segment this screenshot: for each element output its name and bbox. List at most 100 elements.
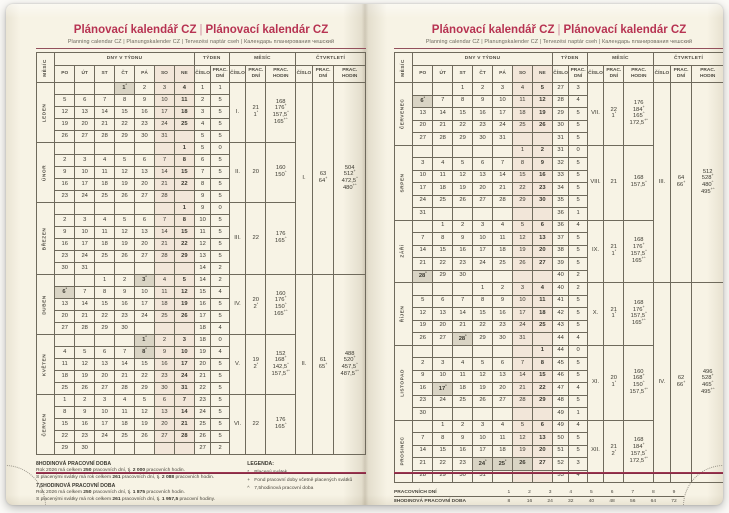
column-header: ČÍSLO (193, 65, 212, 84)
week-number-cell: 52 (551, 457, 570, 471)
day-cell: 26 (472, 394, 494, 409)
day-cell: 26 (511, 257, 533, 271)
day-cell (94, 262, 116, 276)
day-cell: 7 (94, 94, 116, 108)
day-cell: 27 (74, 130, 96, 144)
week-number-cell: 3 (193, 106, 212, 120)
left-footer: 8HODINOVÁ PRACOVNÍ DOBA Rok 2026 má celke… (36, 459, 366, 503)
day-cell: 4 (492, 419, 513, 434)
day-cell: 17 (412, 182, 434, 196)
page-header: Plánovací kalendář CZ | Plánovací kalendár… (394, 24, 723, 50)
day-cell: 4 (531, 282, 553, 296)
day-cell: 4 (94, 214, 116, 228)
day-cell (114, 334, 136, 348)
day-cell: 4 (54, 346, 76, 360)
week-workdays-cell: 5 (568, 244, 588, 259)
week-number-cell: 35 (551, 194, 570, 209)
week-number-cell: 14 (193, 262, 212, 276)
day-cell: 6 (531, 419, 553, 434)
day-cell (412, 282, 434, 296)
day-cell: 8 (511, 157, 533, 171)
day-cell: 8 (472, 294, 494, 309)
week-number-cell: 5 (193, 130, 212, 144)
month-workdays-cell: 20 1* (603, 344, 625, 421)
month-workhours-cell: 168 176+ 157,5^ 165+^ (265, 82, 297, 144)
week-workdays-cell: 4 (568, 332, 588, 346)
workdays-value: 16 (526, 498, 533, 504)
week-number-cell: 24 (193, 406, 212, 420)
week-number-cell: 20 (193, 358, 212, 372)
week-workdays-cell: 4 (210, 322, 230, 336)
day-cell: 22 (432, 257, 454, 271)
week-row: ZÁŘÍ 1 2 3 4 5 6 36 4 IX. 21 1* 168 176+ 157,5^ 165+^ (393, 219, 724, 284)
month-number-cell: X. (586, 282, 605, 346)
day-cell: 24* (472, 457, 494, 471)
day-cell: 7 (153, 214, 175, 228)
day-cell (531, 132, 553, 146)
day-cell: 1 (173, 142, 195, 156)
day-cell: 19 (412, 319, 434, 334)
day-cell: 1 (511, 144, 533, 159)
day-cell: 19 (114, 178, 136, 192)
week-number-cell: 49 (551, 407, 570, 421)
day-cell: 13 (492, 369, 513, 384)
day-cell: 23 (531, 182, 553, 196)
day-cell: 23 (452, 257, 474, 271)
day-cell: 25* (492, 457, 513, 471)
day-cell: 29 (54, 442, 76, 456)
week-workdays-cell: 4 (210, 286, 230, 300)
workdays-value: 40 (588, 498, 595, 504)
week-number-cell: 5 (193, 142, 212, 156)
day-cell: 14 (452, 307, 474, 321)
day-cell: 22 (511, 182, 533, 196)
week-number-cell: 31 (551, 132, 570, 146)
day-cell: 15 (511, 169, 533, 184)
day-cell: 5 (452, 157, 474, 171)
day-column-header: SO (153, 65, 175, 84)
day-cell: 11 (531, 294, 553, 309)
week-row: 10 11 12 13 14 15 16 33 5 (395, 169, 724, 184)
day-cell: 27 (153, 430, 175, 444)
day-cell (94, 202, 116, 216)
week-workdays-cell: 2 (210, 442, 230, 456)
week-row: 27 28 29 30 31 31 5 (395, 132, 724, 146)
column-header: PRAC. HODIN (691, 65, 723, 84)
column-group-header: DNY V TÝDNU (412, 52, 553, 67)
day-cell (54, 202, 76, 216)
day-cell: 28* (412, 269, 434, 284)
day-cell: 26 (531, 119, 553, 134)
day-cell (153, 322, 175, 336)
week-workdays-cell: 5 (210, 298, 230, 312)
day-cell: 24 (472, 257, 494, 271)
day-cell: 26 (134, 430, 155, 444)
week-workdays-cell: 5 (210, 226, 230, 240)
day-cell: 10 (492, 94, 513, 109)
day-cell: 11 (114, 406, 136, 420)
day-cell: 2 (531, 144, 553, 159)
column-header: PRAC. DNÍ (669, 65, 693, 84)
month-workdays-cell: 21 1* (603, 219, 625, 284)
week-workdays-cell: 0 (210, 202, 230, 216)
week-row: 21 22 23 24 25 26 27 39 5 (395, 257, 724, 271)
week-row: 12 13 14 15 16 17 18 42 5 (395, 307, 724, 321)
day-cell: 24 (74, 250, 96, 264)
week-number-cell: 26 (193, 430, 212, 444)
month-workhours-cell: 176 165^ (265, 202, 297, 276)
day-cell: 8* (134, 346, 155, 360)
day-cell: 14 (74, 298, 96, 312)
quarter-number-cell: I. (295, 82, 313, 276)
quarter-workhours-cell: 488 520+ 457,5^ 487,5+^ (333, 274, 366, 456)
day-cell (412, 219, 434, 234)
week-number-cell: 36 (551, 207, 570, 221)
week-row: 16 17* 18 19 20 21 22 47 4 (395, 382, 724, 396)
day-cell (94, 142, 116, 156)
day-cell: 6 (432, 294, 454, 309)
column-header: PRAC. DNÍ (210, 65, 230, 84)
day-cell: 30 (74, 442, 96, 456)
week-row: 8 9 10 11 12 13 14 24 5 (37, 406, 366, 420)
day-cell: 25 (432, 194, 454, 209)
day-cell: 9 (531, 157, 553, 171)
day-cell: 30 (412, 407, 434, 421)
day-cell: 28 (492, 194, 513, 209)
day-cell: 16 (74, 418, 96, 432)
